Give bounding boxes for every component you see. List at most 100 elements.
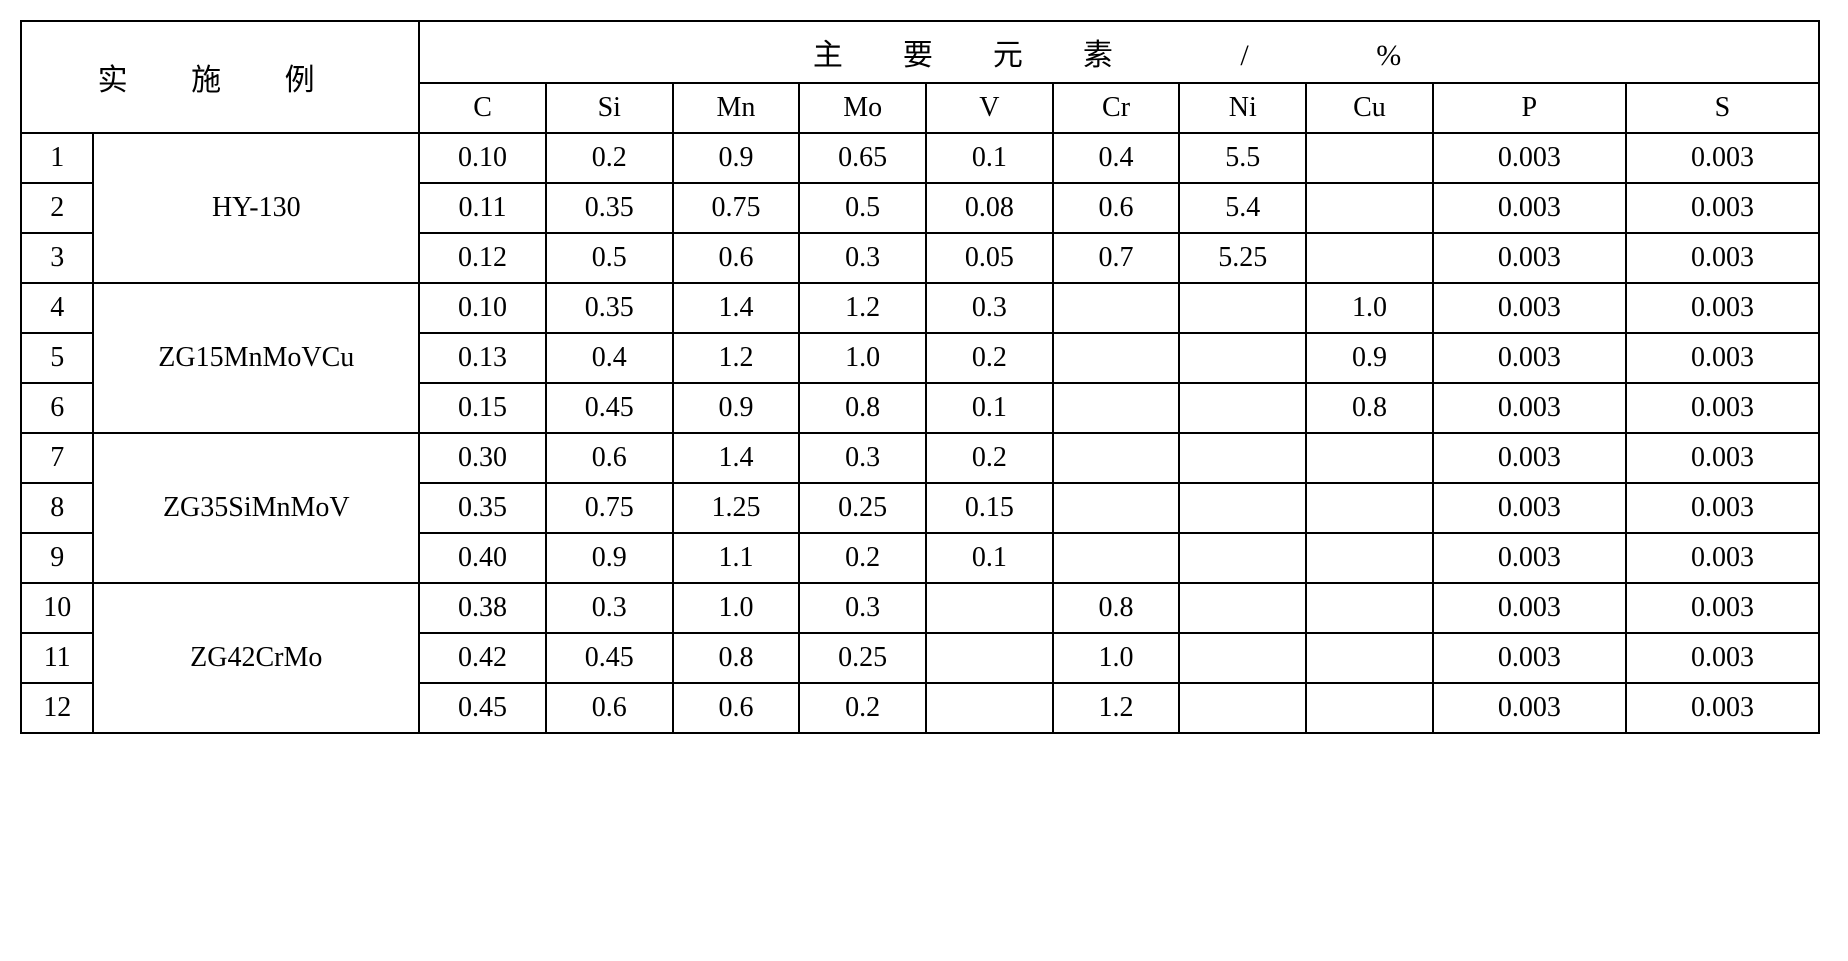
cell-Mo: 0.2 [799,683,926,733]
table-body: 1HY-1300.100.20.90.650.10.45.50.0030.003… [21,133,1819,733]
col-Mn: Mn [673,83,800,133]
cell-S: 0.003 [1626,533,1819,583]
cell-V: 0.1 [926,533,1053,583]
cell-S: 0.003 [1626,133,1819,183]
table-row: 1HY-1300.100.20.90.650.10.45.50.0030.003 [21,133,1819,183]
cell-Cr [1053,383,1180,433]
table-row: 4ZG15MnMoVCu0.100.351.41.20.31.00.0030.0… [21,283,1819,333]
col-Mo: Mo [799,83,926,133]
col-Cr: Cr [1053,83,1180,133]
cell-Mo: 0.5 [799,183,926,233]
cell-Si: 0.45 [546,383,673,433]
cell-Mn: 1.1 [673,533,800,583]
cell-S: 0.003 [1626,383,1819,433]
cell-V: 0.1 [926,133,1053,183]
cell-Ni [1179,333,1306,383]
cell-Ni [1179,533,1306,583]
cell-Mn: 0.8 [673,633,800,683]
cell-P: 0.003 [1433,233,1626,283]
cell-Cr: 0.7 [1053,233,1180,283]
cell-Si: 0.9 [546,533,673,583]
cell-C: 0.10 [419,133,546,183]
group-name: HY-130 [93,133,419,283]
cell-P: 0.003 [1433,683,1626,733]
row-index: 4 [21,283,93,333]
cell-S: 0.003 [1626,483,1819,533]
table-row: 7ZG35SiMnMoV0.300.61.40.30.20.0030.003 [21,433,1819,483]
cell-Mn: 0.9 [673,133,800,183]
cell-Si: 0.75 [546,483,673,533]
row-index: 9 [21,533,93,583]
col-S: S [1626,83,1819,133]
row-index: 7 [21,433,93,483]
cell-Cu [1306,483,1433,533]
cell-Si: 0.4 [546,333,673,383]
cell-Cr [1053,483,1180,533]
cell-Si: 0.2 [546,133,673,183]
cell-Cu [1306,183,1433,233]
cell-Mo: 0.25 [799,483,926,533]
col-Si: Si [546,83,673,133]
cell-Cu [1306,533,1433,583]
cell-P: 0.003 [1433,283,1626,333]
cell-Cu [1306,633,1433,683]
cell-Mo: 1.0 [799,333,926,383]
cell-S: 0.003 [1626,183,1819,233]
col-P: P [1433,83,1626,133]
cell-V: 0.05 [926,233,1053,283]
cell-Cu [1306,233,1433,283]
cell-V [926,683,1053,733]
cell-Mo: 0.8 [799,383,926,433]
cell-C: 0.40 [419,533,546,583]
cell-V: 0.1 [926,383,1053,433]
cell-Cr [1053,333,1180,383]
cell-Cr [1053,283,1180,333]
cell-P: 0.003 [1433,433,1626,483]
cell-Cu: 0.8 [1306,383,1433,433]
cell-Si: 0.6 [546,433,673,483]
cell-C: 0.10 [419,283,546,333]
cell-Cu: 0.9 [1306,333,1433,383]
cell-C: 0.38 [419,583,546,633]
cell-C: 0.45 [419,683,546,733]
cell-V: 0.2 [926,433,1053,483]
cell-S: 0.003 [1626,283,1819,333]
cell-S: 0.003 [1626,683,1819,733]
cell-Si: 0.45 [546,633,673,683]
cell-Mo: 0.3 [799,583,926,633]
cell-Cu [1306,133,1433,183]
cell-Mo: 0.65 [799,133,926,183]
col-Ni: Ni [1179,83,1306,133]
cell-S: 0.003 [1626,433,1819,483]
col-C: C [419,83,546,133]
cell-Ni [1179,433,1306,483]
row-index: 2 [21,183,93,233]
cell-V [926,633,1053,683]
cell-Si: 0.35 [546,283,673,333]
cell-C: 0.30 [419,433,546,483]
cell-Mn: 1.4 [673,433,800,483]
cell-Mn: 0.6 [673,683,800,733]
cell-P: 0.003 [1433,483,1626,533]
row-index: 3 [21,233,93,283]
cell-Cr: 0.4 [1053,133,1180,183]
group-name: ZG35SiMnMoV [93,433,419,583]
cell-V [926,583,1053,633]
cell-Si: 0.35 [546,183,673,233]
row-index: 12 [21,683,93,733]
cell-P: 0.003 [1433,133,1626,183]
header-elements: 主要元素 / % [419,21,1819,83]
cell-Ni [1179,383,1306,433]
cell-Ni: 5.5 [1179,133,1306,183]
cell-Ni [1179,633,1306,683]
cell-S: 0.003 [1626,333,1819,383]
cell-Mo: 0.3 [799,233,926,283]
header-example: 实 施 例 [21,21,419,133]
cell-C: 0.35 [419,483,546,533]
cell-P: 0.003 [1433,633,1626,683]
cell-Cr: 1.2 [1053,683,1180,733]
cell-P: 0.003 [1433,533,1626,583]
cell-S: 0.003 [1626,583,1819,633]
col-Cu: Cu [1306,83,1433,133]
cell-P: 0.003 [1433,333,1626,383]
